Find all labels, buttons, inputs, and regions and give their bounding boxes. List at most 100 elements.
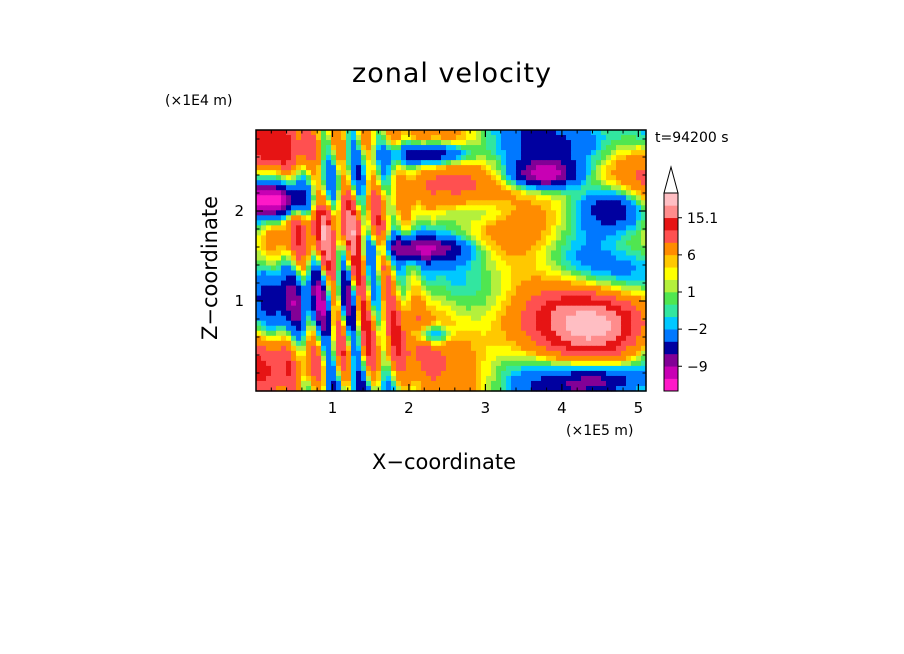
heatmap-cell	[351, 160, 357, 166]
heatmap-cell	[336, 320, 342, 327]
heatmap-cell	[581, 220, 587, 226]
heatmap-cell	[336, 260, 342, 267]
heatmap-cell	[311, 245, 317, 252]
heatmap-cell	[501, 385, 507, 392]
heatmap-cell	[271, 285, 277, 292]
heatmap-cell	[341, 310, 347, 317]
heatmap-cell	[256, 230, 262, 236]
heatmap-cell	[546, 160, 552, 166]
heatmap-cell	[606, 130, 612, 136]
heatmap-cell	[311, 130, 317, 136]
heatmap-cell	[411, 340, 417, 347]
heatmap-cell	[361, 175, 367, 181]
heatmap-cell	[516, 135, 522, 141]
heatmap-cell	[506, 370, 512, 377]
heatmap-cell	[326, 225, 332, 231]
heatmap-cell	[601, 260, 607, 267]
heatmap-cell	[516, 385, 522, 392]
heatmap-cell	[281, 360, 287, 367]
heatmap-cell	[426, 340, 432, 347]
heatmap-cell	[536, 215, 542, 221]
heatmap-cell	[316, 370, 322, 377]
heatmap-cell	[321, 380, 327, 387]
heatmap-cell	[561, 155, 567, 161]
heatmap-cell	[641, 175, 647, 181]
heatmap-cell	[396, 360, 402, 367]
heatmap-cell	[296, 210, 302, 216]
heatmap-cell	[581, 335, 587, 342]
heatmap-cell	[366, 175, 372, 181]
heatmap-cell	[516, 150, 522, 156]
heatmap-cell	[566, 185, 572, 191]
heatmap-cell	[331, 155, 337, 161]
heatmap-cell	[411, 200, 417, 206]
heatmap-cell	[491, 165, 497, 171]
heatmap-cell	[476, 190, 482, 196]
heatmap-cell	[406, 300, 412, 307]
heatmap-cell	[356, 355, 362, 362]
heatmap-cell	[581, 215, 587, 221]
heatmap-cell	[411, 225, 417, 231]
heatmap-cell	[356, 340, 362, 347]
heatmap-cell	[286, 330, 292, 337]
heatmap-cell	[456, 295, 462, 302]
heatmap-cell	[486, 230, 492, 236]
heatmap-cell	[416, 260, 422, 267]
heatmap-cell	[576, 355, 582, 362]
heatmap-cell	[641, 325, 647, 332]
heatmap-cell	[566, 285, 572, 292]
heatmap-cell	[446, 315, 452, 322]
heatmap-cell	[326, 235, 332, 242]
heatmap-cell	[351, 325, 357, 332]
heatmap-cell	[386, 215, 392, 221]
heatmap-cell	[296, 200, 302, 206]
heatmap-cell	[616, 315, 622, 322]
heatmap-cell	[596, 250, 602, 257]
heatmap-cell	[311, 275, 317, 282]
heatmap-cell	[296, 265, 302, 272]
heatmap-cell	[391, 330, 397, 337]
heatmap-cell	[321, 145, 327, 151]
heatmap-cell	[601, 270, 607, 277]
heatmap-cell	[366, 265, 372, 272]
heatmap-cell	[606, 155, 612, 161]
heatmap-cell	[606, 205, 612, 211]
heatmap-cell	[326, 215, 332, 221]
heatmap-cell	[311, 290, 317, 297]
heatmap-cell	[601, 285, 607, 292]
heatmap-cell	[546, 220, 552, 226]
heatmap-cell	[286, 165, 292, 171]
heatmap-cell	[331, 195, 337, 201]
heatmap-cell	[481, 380, 487, 387]
heatmap-cell	[601, 160, 607, 166]
heatmap-cell	[281, 340, 287, 347]
heatmap-cell	[411, 335, 417, 342]
heatmap-cell	[501, 275, 507, 282]
heatmap-cell	[256, 210, 262, 216]
heatmap-cell	[406, 230, 412, 236]
heatmap-cell	[331, 265, 337, 272]
heatmap-cell	[346, 270, 352, 277]
heatmap-cell	[281, 355, 287, 362]
heatmap-cell	[536, 295, 542, 302]
heatmap-cell	[346, 160, 352, 166]
heatmap-cell	[591, 280, 597, 287]
heatmap-cell	[441, 315, 447, 322]
heatmap-cell	[601, 380, 607, 387]
heatmap-cell	[631, 335, 637, 342]
heatmap-cell	[546, 195, 552, 201]
heatmap-cell	[466, 130, 472, 136]
heatmap-cell	[436, 265, 442, 272]
heatmap-cell	[416, 190, 422, 196]
heatmap-cell	[396, 235, 402, 242]
heatmap-cell	[511, 330, 517, 337]
heatmap-cell	[331, 340, 337, 347]
heatmap-cell	[541, 290, 547, 297]
heatmap-cell	[361, 160, 367, 166]
heatmap-cell	[526, 185, 532, 191]
heatmap-cell	[396, 330, 402, 337]
heatmap-cell	[611, 145, 617, 151]
heatmap-cell	[271, 345, 277, 352]
heatmap-cell	[471, 305, 477, 312]
heatmap-cell	[431, 375, 437, 382]
